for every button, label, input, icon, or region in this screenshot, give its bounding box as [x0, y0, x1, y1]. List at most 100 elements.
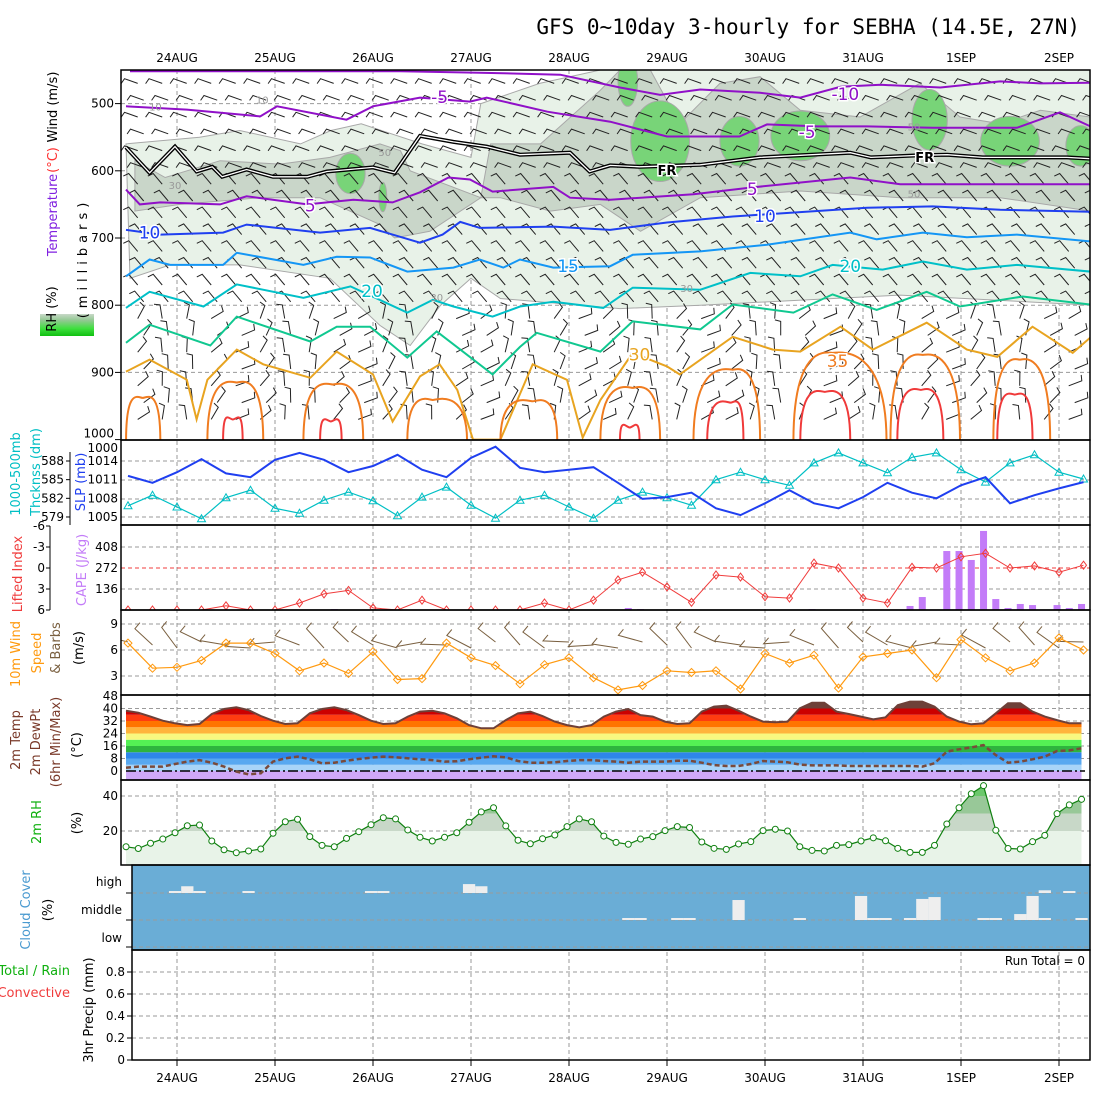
wind-barb [855, 145, 873, 152]
rh2m-point [183, 822, 191, 830]
wind-barb [831, 111, 849, 118]
wind-barb [833, 273, 849, 286]
day-label-top: 28AUG [548, 51, 590, 65]
wind-barb [382, 335, 389, 353]
rh2m-point [490, 804, 498, 812]
wind-barb [441, 172, 457, 185]
wind-barb [313, 318, 320, 336]
wind10m-barb [789, 628, 815, 646]
thickness-tick-label: 585 [41, 473, 64, 487]
wind-barb [270, 240, 286, 252]
wind-barb [298, 94, 316, 101]
rh2m-point [698, 838, 706, 846]
wind-barb [952, 323, 966, 336]
wind-barb [625, 368, 632, 386]
wind-barb [494, 128, 512, 135]
rh2m-point [367, 821, 375, 829]
wind-barb [172, 273, 188, 286]
wind-barb [300, 290, 316, 303]
wind-barb [463, 78, 481, 84]
slp-titles: 1000-500mb Thcknss (dm) SLP (mb) [9, 428, 89, 517]
pressure-tick-label: 1000 [83, 427, 114, 441]
wind-barb [763, 94, 781, 101]
wind-barb [970, 301, 976, 319]
wind-barb [987, 337, 996, 353]
wind-barb [439, 78, 457, 84]
slp-top-tick-label: 1000 [87, 441, 118, 455]
wind-barb [880, 78, 898, 84]
wind-barb [404, 320, 414, 336]
wind-barb [1016, 335, 1023, 353]
isotherm-40 [619, 423, 641, 440]
wind-barb [766, 290, 782, 303]
wind-barb [741, 189, 757, 202]
wind-barb [858, 240, 874, 252]
wind-speed-point [196, 655, 207, 666]
cloud-bar-middle [1014, 914, 1027, 920]
wind-barb [635, 145, 653, 152]
wind10m-barb [992, 622, 1011, 643]
wind-barb [417, 206, 433, 219]
wind-barb [202, 223, 218, 235]
wind-barb [245, 172, 261, 185]
isotherm-15 [125, 231, 1090, 278]
wind-barb [970, 335, 979, 353]
wind-speed-point [907, 645, 917, 655]
wind-barb [882, 273, 898, 286]
wind-barb [1093, 404, 1100, 419]
isotherm-10 [125, 205, 1090, 244]
wind-barb [265, 318, 273, 336]
wind-barb [518, 128, 536, 135]
wind-barb [692, 290, 708, 303]
wind-barb [210, 370, 221, 387]
wind-barb [746, 369, 753, 386]
wind-barb [962, 223, 978, 235]
wind-barb [1060, 256, 1076, 269]
wind-barb [953, 111, 971, 118]
wind-barb [627, 402, 635, 420]
precip-frame [131, 949, 1091, 1061]
wind-barb [537, 145, 555, 152]
cloud-bar-middle [879, 918, 892, 920]
temp-band [126, 752, 1082, 759]
wind-barb [806, 111, 824, 118]
wind-barb [126, 162, 144, 168]
thickness-point [172, 501, 182, 511]
wind-barb [1074, 322, 1088, 336]
wind-barb [774, 319, 782, 336]
wind-barb [486, 321, 499, 336]
day-label-bottom: 31AUG [842, 1071, 884, 1085]
isotherm-35 [125, 395, 162, 440]
wind-barb [643, 256, 659, 269]
lifted-index-label: Lifted Index [11, 535, 26, 612]
rh2m-point [1041, 831, 1049, 839]
wind-barb [316, 78, 334, 84]
wind-barb [886, 94, 904, 101]
isotherm-label: 10 [754, 207, 776, 227]
wind-barb [674, 402, 681, 420]
wind-barb [521, 223, 537, 235]
rh2m-point [294, 815, 302, 823]
wind10m-barb [522, 625, 545, 649]
cloud-bar-middle [1075, 918, 1088, 920]
lifted-index-point [810, 558, 818, 568]
wind-barb [169, 78, 187, 84]
wind-barb [976, 318, 984, 336]
rh-label: RH (%) [45, 286, 60, 331]
wind-barb [398, 189, 414, 202]
wind-barb [861, 94, 879, 101]
wind-barb [1054, 240, 1070, 252]
wind-barb [545, 189, 561, 202]
wind-barb [300, 189, 316, 202]
wind-tick-label: 6 [110, 643, 118, 657]
wind-barb [143, 318, 153, 336]
cloud-bar-high [364, 891, 378, 893]
wind-barb [659, 78, 677, 84]
rh2m-point [600, 832, 608, 840]
wind-speed-point [662, 666, 672, 676]
wind-barb [374, 223, 390, 235]
freezing-level-line-inner [125, 135, 1090, 178]
wind-barb [521, 404, 531, 420]
wind-barb [603, 407, 617, 420]
